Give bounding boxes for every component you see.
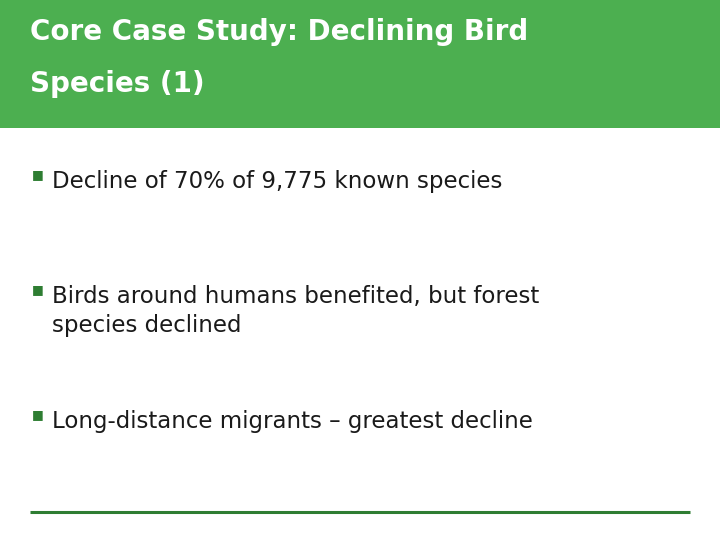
Text: ■: ■ xyxy=(32,408,44,421)
Text: Birds around humans benefited, but forest
species declined: Birds around humans benefited, but fores… xyxy=(52,285,539,338)
Text: Species (1): Species (1) xyxy=(30,70,204,98)
Bar xyxy=(0,0,720,128)
Text: Long-distance migrants – greatest decline: Long-distance migrants – greatest declin… xyxy=(52,410,533,433)
Text: ■: ■ xyxy=(32,168,44,181)
Text: ■: ■ xyxy=(32,283,44,296)
Text: Core Case Study: Declining Bird: Core Case Study: Declining Bird xyxy=(30,18,528,46)
Text: Decline of 70% of 9,775 known species: Decline of 70% of 9,775 known species xyxy=(52,170,503,193)
